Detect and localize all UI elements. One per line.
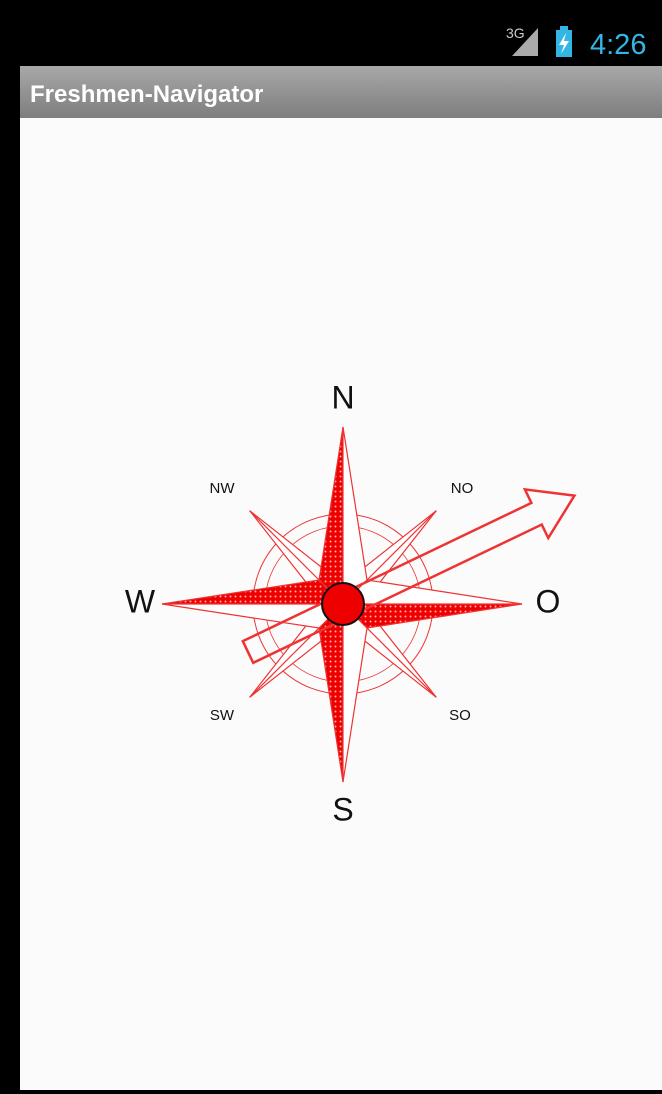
direction-label: N — [331, 379, 354, 415]
compass-center — [321, 582, 365, 626]
app-bar — [20, 66, 662, 118]
main-points — [161, 426, 523, 783]
battery-cap — [560, 26, 568, 30]
compass-rose — [161, 426, 523, 783]
direction-label: S — [332, 791, 353, 827]
direction-label: SW — [210, 707, 235, 724]
charging-bolt — [559, 33, 569, 54]
network-type: 3G — [506, 25, 525, 41]
direction-label: O — [536, 583, 561, 619]
direction-arrow — [241, 487, 577, 665]
direction-label: SO — [449, 707, 471, 724]
direction-label: NW — [210, 480, 236, 497]
signal-icon — [512, 28, 538, 56]
direction-label: NO — [451, 480, 474, 497]
app-title: Freshmen-Navigator — [30, 81, 263, 108]
clock: 4:26 — [590, 29, 646, 61]
status-bar — [0, 0, 662, 66]
direction-label: W — [125, 583, 156, 619]
